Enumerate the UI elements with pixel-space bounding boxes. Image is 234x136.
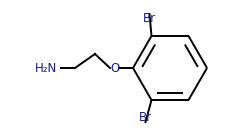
Text: O: O <box>110 61 120 75</box>
Text: H₂N: H₂N <box>35 61 57 75</box>
Text: Br: Br <box>143 12 156 25</box>
Text: Br: Br <box>139 111 152 124</box>
